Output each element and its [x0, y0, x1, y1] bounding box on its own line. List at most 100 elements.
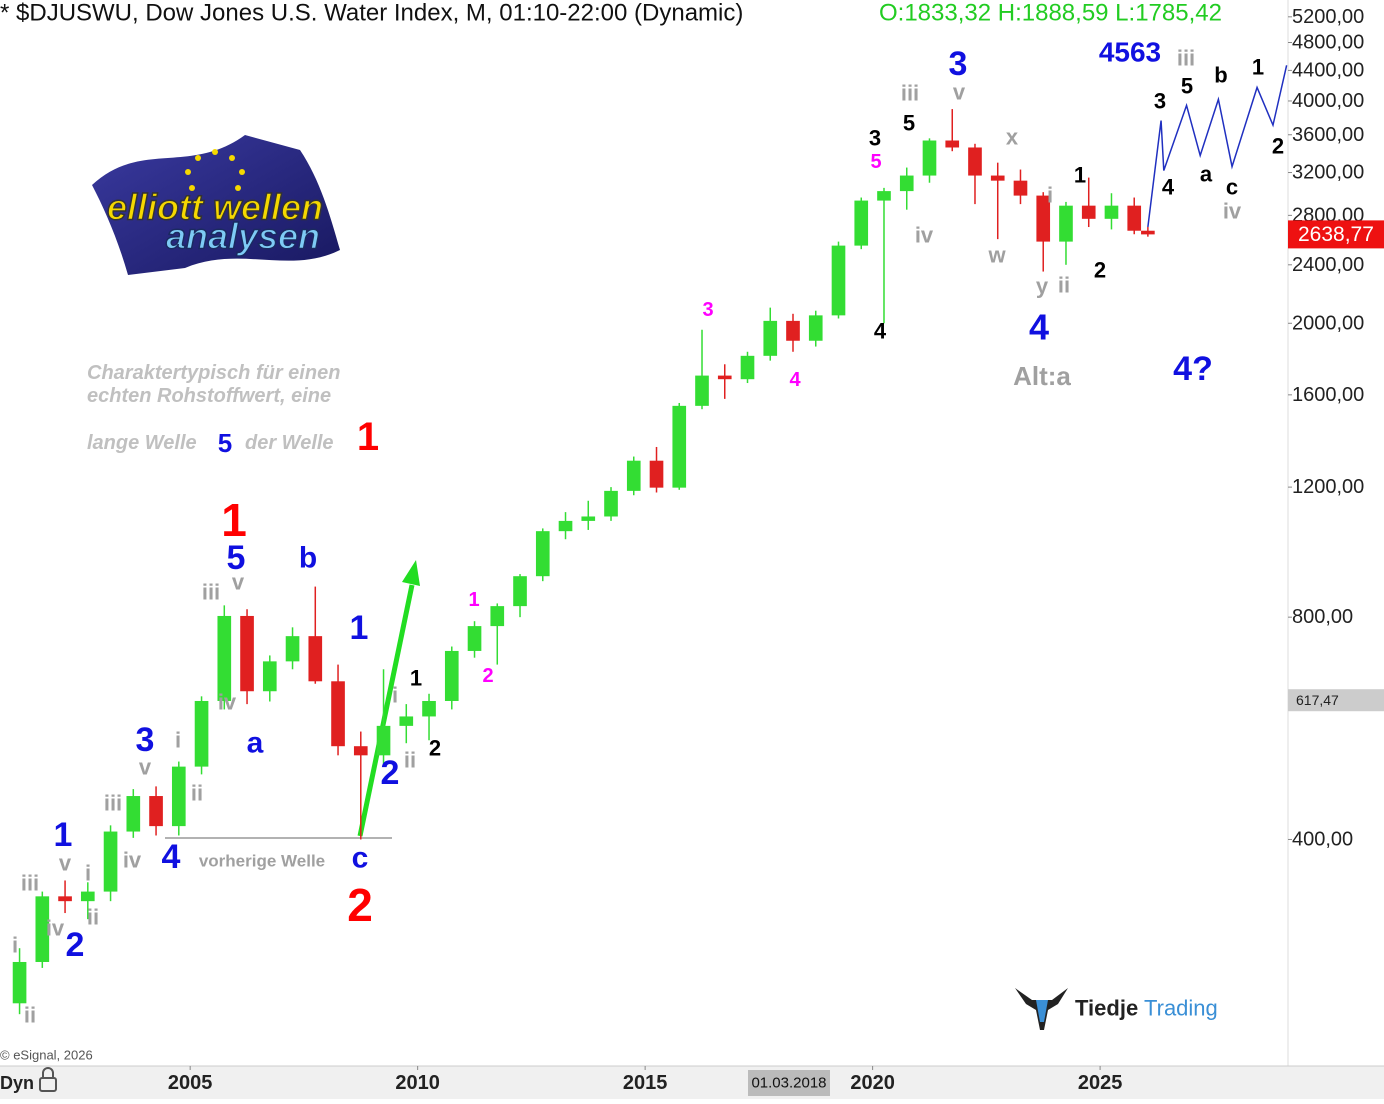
logo-flag	[92, 135, 340, 275]
wave-label: iii	[104, 791, 122, 816]
wave-label: v	[232, 570, 245, 595]
candle-body	[831, 245, 846, 316]
note-line2: echten Rohstoffwert, eine	[87, 385, 331, 407]
logo-line2: analysen	[166, 216, 320, 257]
candle-body	[217, 615, 232, 701]
wave-label: a	[247, 727, 264, 760]
candle-body	[535, 531, 550, 577]
candle-body	[854, 200, 869, 246]
wave-label: v	[139, 755, 152, 780]
wave-label: w	[987, 243, 1006, 268]
candle-body	[1036, 195, 1051, 242]
candle-body	[649, 460, 664, 488]
wave-label: iii	[202, 580, 220, 605]
last-price-box	[1288, 220, 1384, 249]
wave-label: iv	[1223, 199, 1242, 224]
wave-label: vorherige Welle	[199, 852, 325, 871]
logo-stars	[185, 149, 245, 191]
brand-icon-accent	[1036, 1000, 1048, 1022]
wave-label: iv	[218, 690, 237, 715]
note-part1: lange Welle	[87, 432, 197, 454]
y-tick-label: 1600,00	[1292, 384, 1364, 406]
wave-label: iii	[901, 81, 919, 106]
wave-label: 5	[870, 151, 881, 173]
wave-label: 4	[1162, 175, 1175, 200]
candle-body	[240, 615, 254, 692]
wave-label: 1	[350, 609, 369, 647]
wave-label: 4	[1029, 307, 1049, 348]
note-wave1: 1	[357, 415, 379, 459]
candle-body	[968, 147, 982, 176]
wave-label: b	[1214, 63, 1227, 88]
wave-label: 5	[1181, 74, 1193, 99]
candle-body	[990, 175, 1005, 181]
note-line1: Charaktertypisch für einen	[87, 362, 340, 384]
candle-body	[1104, 205, 1119, 219]
candle-body	[467, 626, 482, 651]
candle-body	[581, 516, 596, 521]
wave-label: i	[85, 861, 91, 886]
candle-body	[35, 896, 50, 962]
note-wave5: 5	[218, 428, 232, 458]
projection-line	[1147, 65, 1288, 228]
candle-body	[103, 831, 118, 892]
y-tick-label: 3600,00	[1292, 124, 1364, 146]
wave-label: 4	[789, 369, 801, 391]
candle-body	[376, 725, 391, 756]
y-tick-label: 4400,00	[1292, 59, 1364, 81]
candle-body	[1013, 180, 1028, 196]
arrow-shaft	[357, 584, 415, 837]
wave-label: 4563	[1099, 37, 1161, 68]
wave-label: b	[299, 542, 317, 575]
wave-label: 4	[162, 838, 181, 876]
x-tick-label: 2010	[395, 1072, 440, 1094]
last-price-label: 2638,77	[1298, 223, 1374, 246]
wave-label: y	[1036, 274, 1049, 299]
lock-icon	[39, 1067, 57, 1092]
wave-label: 2	[429, 736, 441, 761]
candle-body	[1081, 205, 1096, 219]
wave-label: c	[1226, 175, 1238, 200]
wave-label: ii	[1058, 273, 1070, 298]
candle-body	[444, 650, 459, 701]
candle-body	[672, 405, 687, 488]
wave-label: x	[1006, 125, 1019, 150]
y-tick-label: 5200,00	[1292, 6, 1364, 28]
candle-body	[1059, 205, 1073, 242]
note-part2: der Welle	[245, 432, 334, 454]
wave-label: 3	[136, 721, 155, 759]
wave-label: v	[59, 851, 72, 876]
candle-body	[353, 746, 368, 756]
wave-label: iii	[21, 871, 39, 896]
wave-label: iv	[123, 848, 142, 873]
candle-body	[513, 576, 527, 607]
wave-label: 3	[949, 45, 968, 83]
wave-label: 1	[1074, 163, 1086, 188]
wave-label: 2	[66, 926, 85, 964]
wave-label: 4	[874, 319, 887, 344]
y-tick-label: 4000,00	[1292, 90, 1364, 112]
candle-body	[12, 961, 27, 1004]
candle-body	[808, 315, 823, 341]
candle-body	[626, 460, 641, 491]
cursor-date-box	[748, 1070, 830, 1096]
wave-label: v	[953, 80, 966, 105]
wave-label: 2	[347, 879, 373, 931]
candle-body	[695, 375, 709, 406]
candle-body	[171, 766, 186, 827]
candle-body	[922, 140, 937, 176]
candle-body	[945, 140, 960, 148]
wave-label: 3	[702, 299, 713, 321]
branding: Tiedje Trading	[1015, 988, 1218, 1030]
wave-label: iii	[1177, 46, 1195, 71]
candle-body	[126, 796, 141, 832]
ohlc-info: O:1833,32 H:1888,59 L:1785,42	[879, 0, 1222, 27]
candle-body	[308, 636, 323, 682]
candle-body	[763, 320, 778, 356]
wave-label: 3	[1154, 89, 1166, 114]
x-tick-label: 2025	[1078, 1072, 1123, 1094]
y-tick-label: 1200,00	[1292, 476, 1364, 498]
y-tick-label: 400,00	[1292, 828, 1353, 850]
y-tick-label: 2000,00	[1292, 312, 1364, 334]
